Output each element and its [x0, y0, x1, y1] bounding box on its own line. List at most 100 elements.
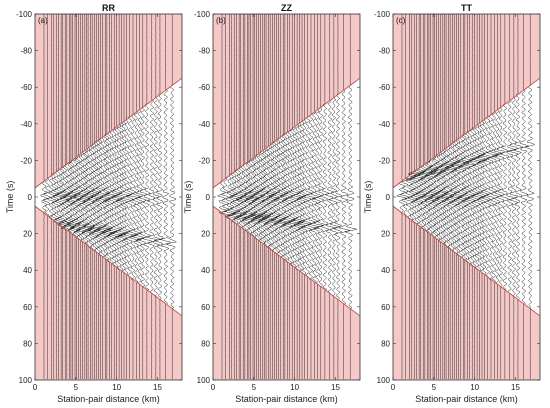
trace-line — [413, 14, 428, 380]
trace-line — [90, 14, 102, 380]
y-tick-label: -20 — [198, 156, 210, 165]
plot-area — [213, 14, 360, 380]
x-tick-label: 5 — [432, 383, 437, 392]
trace-line — [100, 14, 112, 380]
trace-line — [478, 14, 490, 380]
trace-line — [88, 14, 101, 380]
trace-line — [51, 14, 61, 380]
trace-line — [466, 14, 477, 380]
trace-line — [267, 14, 278, 380]
y-tick-label: 0 — [28, 193, 33, 202]
trace-line — [430, 14, 440, 380]
trace-line — [120, 14, 133, 380]
trace-line — [307, 14, 320, 380]
trace-line — [460, 14, 471, 380]
trace-line — [436, 14, 448, 380]
trace-line — [159, 14, 172, 380]
y-tick-label: -20 — [378, 156, 390, 165]
trace-line — [116, 14, 129, 380]
trace-line — [63, 14, 75, 380]
trace-line — [417, 14, 428, 380]
trace-line — [129, 14, 139, 380]
trace-line — [46, 14, 56, 380]
trace-line — [93, 14, 104, 380]
trace-line — [409, 14, 421, 380]
trace-line — [282, 14, 293, 380]
panel-label: (b) — [216, 16, 226, 25]
y-tick-label: 60 — [381, 303, 390, 312]
trace-line — [256, 14, 268, 380]
plot-area — [393, 14, 540, 380]
trace-line — [320, 14, 331, 380]
trace-line — [223, 14, 237, 380]
trace-line — [463, 14, 475, 380]
y-axis-title: Time (s) — [183, 181, 193, 214]
trace-line — [125, 14, 137, 380]
trace-line — [83, 14, 96, 380]
trace-line — [463, 14, 473, 380]
trace-line — [49, 14, 60, 380]
y-tick-label: -100 — [16, 10, 33, 19]
trace-line — [230, 14, 243, 380]
trace-line — [422, 14, 434, 380]
y-tick-label: -100 — [374, 10, 391, 19]
y-tick-label: 0 — [386, 193, 391, 202]
trace-line — [410, 14, 423, 380]
x-tick-label: 10 — [290, 383, 299, 392]
trace-line — [324, 14, 337, 380]
y-axis-title: Time (s) — [5, 181, 15, 214]
trace-line — [523, 14, 536, 380]
x-axis-title: Station-pair distance (km) — [57, 394, 160, 404]
trace-line — [79, 14, 91, 380]
y-tick-label: 100 — [19, 376, 33, 385]
trace-line — [40, 14, 48, 380]
trace-line — [300, 14, 314, 380]
x-tick-label: 5 — [252, 383, 257, 392]
y-tick-label: 40 — [381, 266, 390, 275]
trace-line — [270, 14, 283, 380]
trace-line — [427, 14, 439, 380]
trace-line — [61, 14, 72, 380]
y-tick-label: -40 — [378, 120, 390, 129]
x-tick-label: 10 — [112, 383, 121, 392]
x-tick-label: 0 — [391, 383, 396, 392]
trace-line — [306, 14, 317, 380]
trace-line — [109, 14, 124, 380]
trace-line — [277, 14, 288, 380]
trace-line — [439, 14, 450, 380]
trace-line — [450, 14, 463, 380]
trace-line — [273, 14, 285, 380]
trace-line — [292, 14, 304, 380]
shaded-region-negative — [35, 14, 182, 188]
y-tick-label: -80 — [198, 47, 210, 56]
trace-line — [146, 14, 157, 380]
trace-line — [241, 14, 254, 380]
trace-line — [228, 14, 240, 380]
x-tick-label: 15 — [331, 383, 340, 392]
trace-line — [275, 14, 286, 380]
trace-line — [59, 14, 72, 380]
trace-line — [493, 14, 505, 380]
trace-line — [248, 14, 258, 380]
trace-line — [470, 14, 483, 380]
boundary-line — [393, 205, 540, 317]
trace-line — [103, 14, 116, 380]
trace-line — [506, 14, 516, 380]
trace-line — [153, 14, 164, 380]
trace-line — [445, 14, 458, 380]
y-tick-label: 60 — [201, 303, 210, 312]
y-tick-label: 80 — [381, 339, 390, 348]
trace-line — [486, 14, 498, 380]
trace-line — [338, 14, 351, 380]
trace-line — [261, 14, 272, 380]
trace-line — [313, 14, 325, 380]
trace-line — [100, 14, 112, 380]
x-axis-title: Station-pair distance (km) — [415, 394, 518, 404]
x-axis-title: Station-pair distance (km) — [235, 394, 338, 404]
y-tick-label: -40 — [198, 120, 210, 129]
boundary-line — [213, 205, 360, 317]
trace-line — [235, 14, 248, 380]
y-tick-label: -20 — [20, 156, 32, 165]
